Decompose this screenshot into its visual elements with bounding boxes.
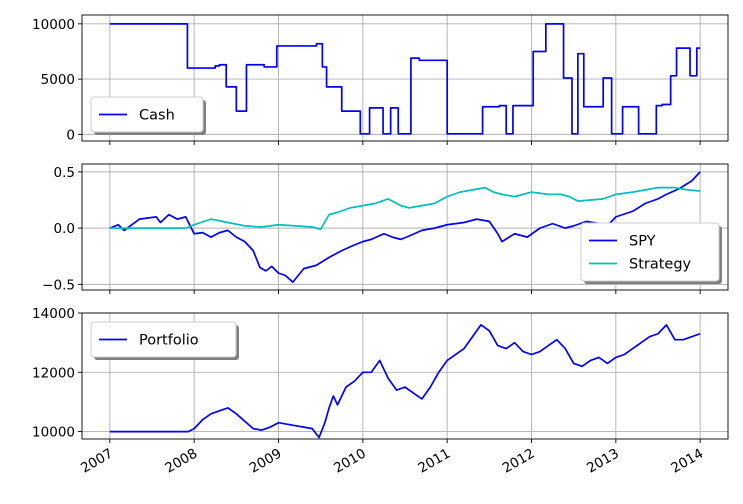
legend-box [580, 222, 720, 282]
axes-frame [81, 163, 729, 291]
legend-label: Strategy [629, 257, 692, 273]
axes-frame [81, 312, 729, 440]
series-line-strategy [109, 186, 701, 231]
y-tick-label: −0.5 [42, 277, 75, 293]
legend: Cash [90, 96, 206, 135]
y-tick-label: 0.5 [54, 165, 75, 181]
legend-box [90, 96, 204, 133]
legend-label: Cash [139, 108, 175, 124]
y-tick-label: 0 [66, 127, 75, 143]
y-tick-label: 0.0 [54, 221, 75, 237]
legend-label: SPY [629, 234, 656, 250]
cash-panel: 0 5000 10000 Cash [32, 14, 729, 145]
legend-box [90, 321, 237, 358]
y-tick-label: 5000 [41, 72, 75, 88]
axes-frame [81, 14, 729, 142]
legend-label: Portfolio [139, 333, 199, 349]
y-tick-label: 10000 [32, 17, 75, 33]
series-line-spy [109, 171, 701, 283]
series-line-portfolio [109, 324, 701, 439]
series-line-cash [109, 22, 701, 135]
legend: Portfolio [90, 321, 239, 360]
returns-panel: −0.5 0.0 0.5 SPY Strategy [42, 163, 729, 294]
y-tick-label: 14000 [32, 306, 75, 322]
legend: SPY Strategy [580, 222, 722, 284]
y-tick-label: 12000 [32, 365, 75, 381]
portfolio-panel: 10000 12000 14000 Portfolio [32, 306, 729, 443]
y-tick-label: 10000 [32, 425, 75, 441]
